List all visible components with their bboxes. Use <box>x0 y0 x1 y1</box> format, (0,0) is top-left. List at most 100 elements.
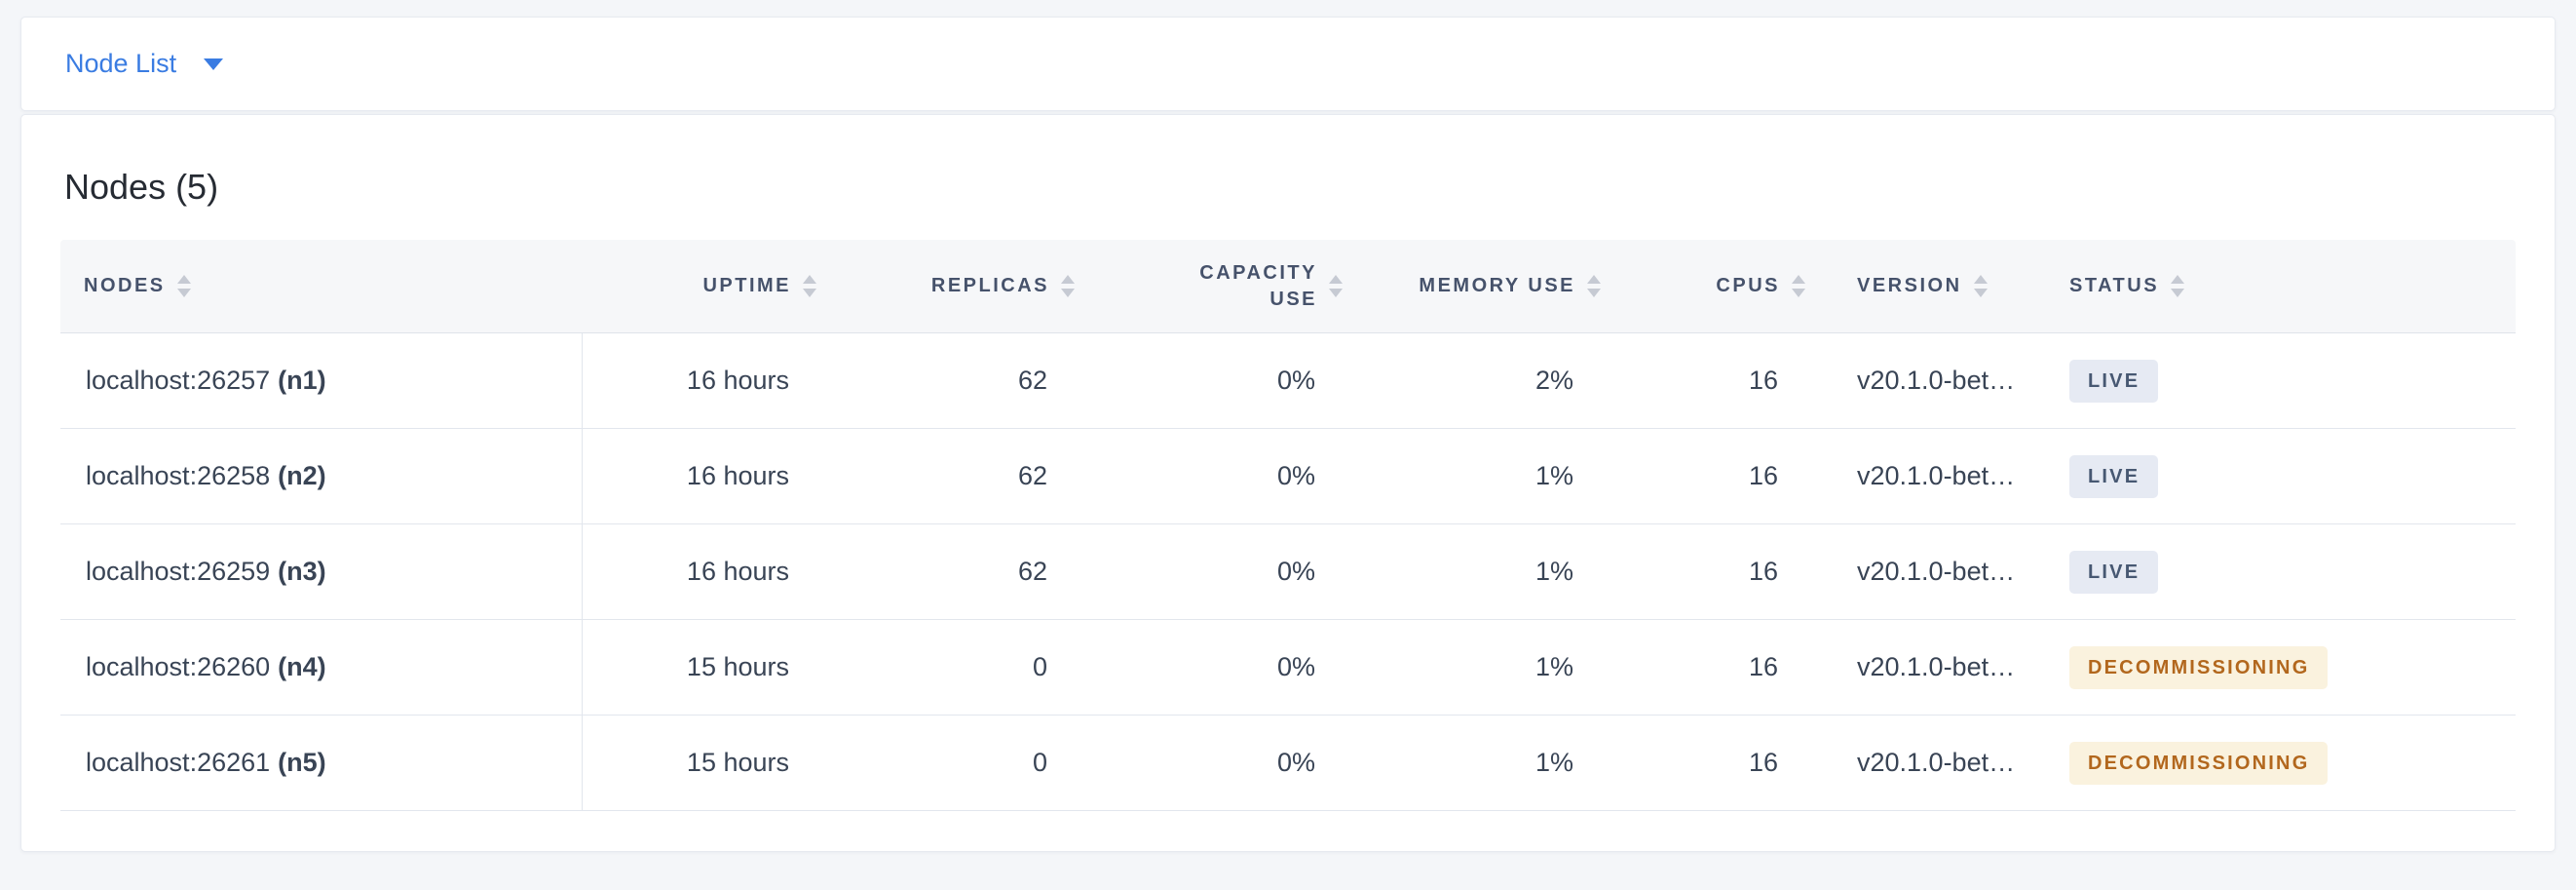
table-row[interactable]: localhost:26259 (n3) 16 hours 62 0% 1% 16 v20.1… <box>60 524 2516 620</box>
sort-arrows-icon <box>1329 275 1343 297</box>
sort-up-icon <box>1061 275 1075 284</box>
sort-arrows-icon <box>2171 275 2185 297</box>
sort-up-icon <box>2171 275 2185 284</box>
page-title: Nodes (5) <box>64 167 219 207</box>
status-cell: DECOMMISSIONING <box>2047 716 2516 810</box>
column-header-capacity_use[interactable]: CAPACITY USE <box>1082 240 1350 332</box>
column-header-memory_use[interactable]: MEMORY USE <box>1350 240 1609 332</box>
version-cell: v20.1.0-bet… <box>1857 461 2016 490</box>
nodes-cell: localhost:26257 (n1) <box>60 333 583 428</box>
sort-down-icon <box>1792 289 1805 297</box>
sort-arrows-icon <box>1587 275 1601 297</box>
node-id: (n2) <box>278 461 326 490</box>
memory-use-cell: 1% <box>1534 652 1573 681</box>
status-cell: LIVE <box>2047 524 2516 619</box>
node-id: (n4) <box>278 652 326 681</box>
column-label-version: VERSION <box>1857 275 1962 296</box>
cpus-cell: 16 <box>1748 557 1778 586</box>
replicas-cell: 0 <box>1032 748 1047 777</box>
column-label-nodes: NODES <box>84 275 166 296</box>
column-header-replicas[interactable]: REPLICAS <box>824 240 1082 332</box>
uptime-cell: 16 hours <box>686 461 789 490</box>
column-header-status[interactable]: STATUS <box>2047 240 2516 332</box>
sort-down-icon <box>803 289 816 297</box>
sort-down-icon <box>176 289 191 297</box>
column-header-cpus[interactable]: CPUS <box>1609 240 1813 332</box>
view-mode-dropdown[interactable]: Node List <box>65 49 224 79</box>
node-id: (n5) <box>278 748 326 777</box>
sort-up-icon <box>1329 275 1343 284</box>
column-label-replicas: REPLICAS <box>930 275 1049 296</box>
node-id: (n3) <box>278 557 326 586</box>
table-body: localhost:26257 (n1) 16 hours 62 0% 2% 16 v20.1… <box>60 333 2516 811</box>
sort-arrows-icon <box>803 275 816 297</box>
column-label-uptime: UPTIME <box>702 275 791 296</box>
version-cell: v20.1.0-bet… <box>1857 652 2016 681</box>
uptime-cell: 15 hours <box>686 748 789 777</box>
sort-down-icon <box>1061 289 1075 297</box>
node-address: localhost:26257 <box>86 366 271 395</box>
table-header-row: NODES UPTIME REPLICAS CAPACITY USE MEMORY US… <box>60 240 2516 333</box>
column-header-uptime[interactable]: UPTIME <box>583 240 824 332</box>
nodes-cell: localhost:26260 (n4) <box>60 620 583 715</box>
table-row[interactable]: localhost:26261 (n5) 15 hours 0 0% 1% 16 v20.1.… <box>60 716 2516 811</box>
node-address: localhost:26259 <box>86 557 271 586</box>
caret-down-icon <box>204 58 224 70</box>
status-badge: LIVE <box>2069 359 2159 403</box>
node-address: localhost:26261 <box>86 748 271 777</box>
replicas-cell: 62 <box>1017 366 1047 395</box>
column-label-capacity_use: CAPACITY USE <box>1199 261 1317 310</box>
sort-down-icon <box>1587 289 1601 297</box>
sort-up-icon <box>1973 275 1988 284</box>
nodes-card: Nodes (5) NODES UPTIME REPLICAS CAPACITY US… <box>20 114 2556 852</box>
node-address: localhost:26258 <box>86 461 271 490</box>
memory-use-cell: 2% <box>1534 366 1573 395</box>
sort-arrows-icon <box>1792 275 1805 297</box>
version-cell: v20.1.0-bet… <box>1857 748 2016 777</box>
column-label-cpus: CPUS <box>1716 275 1780 296</box>
capacity-use-cell: 0% <box>1276 557 1315 586</box>
sort-up-icon <box>803 275 816 284</box>
nodes-cell: localhost:26259 (n3) <box>60 524 583 619</box>
column-header-version[interactable]: VERSION <box>1813 240 2047 332</box>
capacity-use-cell: 0% <box>1276 748 1315 777</box>
uptime-cell: 16 hours <box>686 557 789 586</box>
cpus-cell: 16 <box>1748 461 1778 490</box>
sort-arrows-icon <box>1061 275 1075 297</box>
memory-use-cell: 1% <box>1534 748 1573 777</box>
status-cell: LIVE <box>2047 429 2516 523</box>
table-row[interactable]: localhost:26258 (n2) 16 hours 62 0% 1% 16 v20.1… <box>60 429 2516 524</box>
sort-up-icon <box>176 275 191 284</box>
sort-down-icon <box>1973 289 1988 297</box>
nodes-table: NODES UPTIME REPLICAS CAPACITY USE MEMORY US… <box>60 240 2516 811</box>
version-cell: v20.1.0-bet… <box>1857 557 2016 586</box>
table-row[interactable]: localhost:26257 (n1) 16 hours 62 0% 2% 16 v20.1… <box>60 333 2516 429</box>
sort-down-icon <box>1329 289 1343 297</box>
capacity-use-cell: 0% <box>1276 366 1315 395</box>
sort-arrows-icon <box>176 275 191 297</box>
sort-down-icon <box>2171 289 2185 297</box>
status-cell: LIVE <box>2047 333 2516 428</box>
column-header-nodes[interactable]: NODES <box>60 240 583 332</box>
sort-up-icon <box>1587 275 1601 284</box>
capacity-use-cell: 0% <box>1276 461 1315 490</box>
node-address: localhost:26260 <box>86 652 271 681</box>
replicas-cell: 62 <box>1017 461 1047 490</box>
view-mode-label: Node List <box>65 49 177 78</box>
column-label-status: STATUS <box>2069 275 2160 296</box>
replicas-cell: 0 <box>1032 652 1047 681</box>
view-switcher-card: Node List <box>20 17 2556 111</box>
replicas-cell: 62 <box>1017 557 1047 586</box>
status-badge: DECOMMISSIONING <box>2069 645 2329 689</box>
nodes-cell: localhost:26258 (n2) <box>60 429 583 523</box>
nodes-cell: localhost:26261 (n5) <box>60 716 583 810</box>
version-cell: v20.1.0-bet… <box>1857 366 2016 395</box>
cpus-cell: 16 <box>1748 748 1778 777</box>
cpus-cell: 16 <box>1748 366 1778 395</box>
status-badge: DECOMMISSIONING <box>2069 741 2329 785</box>
sort-arrows-icon <box>1973 275 1988 297</box>
uptime-cell: 15 hours <box>686 652 789 681</box>
table-row[interactable]: localhost:26260 (n4) 15 hours 0 0% 1% 16 v20.1.… <box>60 620 2516 716</box>
memory-use-cell: 1% <box>1534 461 1573 490</box>
cpus-cell: 16 <box>1748 652 1778 681</box>
